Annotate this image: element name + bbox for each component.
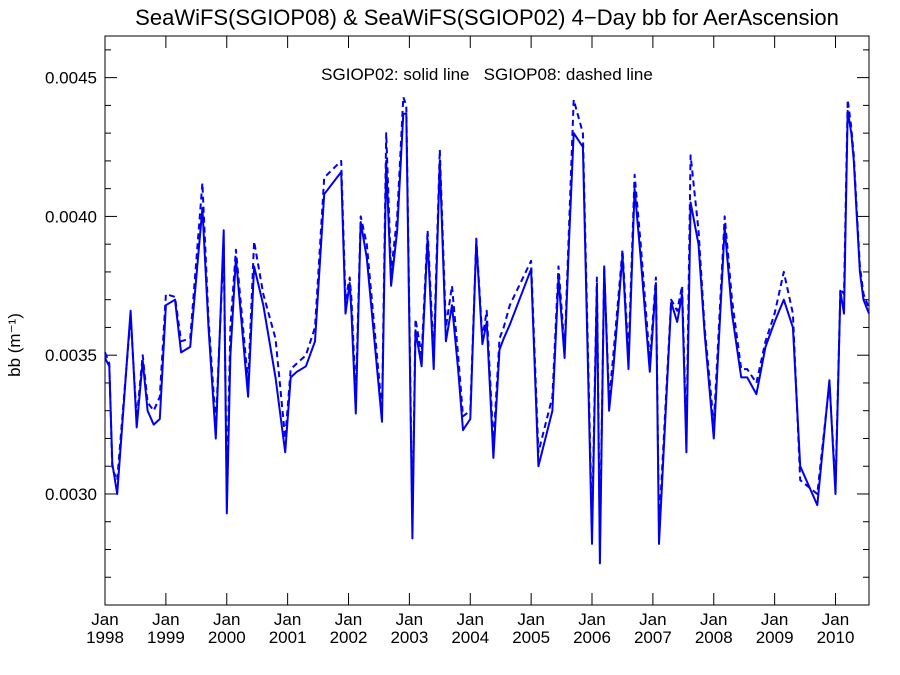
series-sgiop08-dashed-line [104,96,870,545]
x-tick-year-label: 2009 [756,628,794,647]
x-tick-year-label: 2000 [208,628,246,647]
y-tick-label: 0.0030 [45,485,97,504]
x-tick-month-label: Jan [335,610,362,629]
x-tick-year-label: 2008 [695,628,733,647]
x-tick-month-label: Jan [91,610,118,629]
x-axis: Jan1998Jan1999Jan2000Jan2001Jan2002Jan20… [86,36,854,647]
x-tick-year-label: 2002 [330,628,368,647]
x-tick-year-label: 2007 [634,628,672,647]
x-tick-month-label: Jan [152,610,179,629]
chart-title: SeaWiFS(SGIOP08) & SeaWiFS(SGIOP02) 4−Da… [135,5,839,30]
x-tick-year-label: 1999 [147,628,185,647]
x-tick-year-label: 1998 [86,628,124,647]
x-tick-month-label: Jan [213,610,240,629]
x-tick-year-label: 2001 [269,628,307,647]
x-tick-month-label: Jan [578,610,605,629]
x-tick-year-label: 2003 [390,628,428,647]
x-tick-month-label: Jan [822,610,849,629]
x-tick-month-label: Jan [396,610,423,629]
x-tick-year-label: 2006 [573,628,611,647]
plot-frame [104,35,870,606]
x-tick-year-label: 2010 [817,628,855,647]
line-style-annotation: SGIOP02: solid line SGIOP08: dashed line [321,65,653,84]
x-tick-month-label: Jan [457,610,484,629]
y-tick-label: 0.0045 [45,69,97,88]
y-tick-label: 0.0040 [45,207,97,226]
y-axis: 0.0030 0.0035 0.0040 0.0045 [45,49,869,606]
x-tick-month-label: Jan [274,610,301,629]
y-tick-label: 0.0035 [45,346,97,365]
x-tick-month-label: Jan [700,610,727,629]
x-tick-month-label: Jan [517,610,544,629]
x-tick-year-label: 2004 [451,628,489,647]
x-tick-month-label: Jan [761,610,788,629]
x-tick-year-label: 2005 [512,628,550,647]
y-axis-label: bb (m⁻¹) [5,313,24,377]
x-tick-month-label: Jan [639,610,666,629]
series-layer [104,96,870,565]
